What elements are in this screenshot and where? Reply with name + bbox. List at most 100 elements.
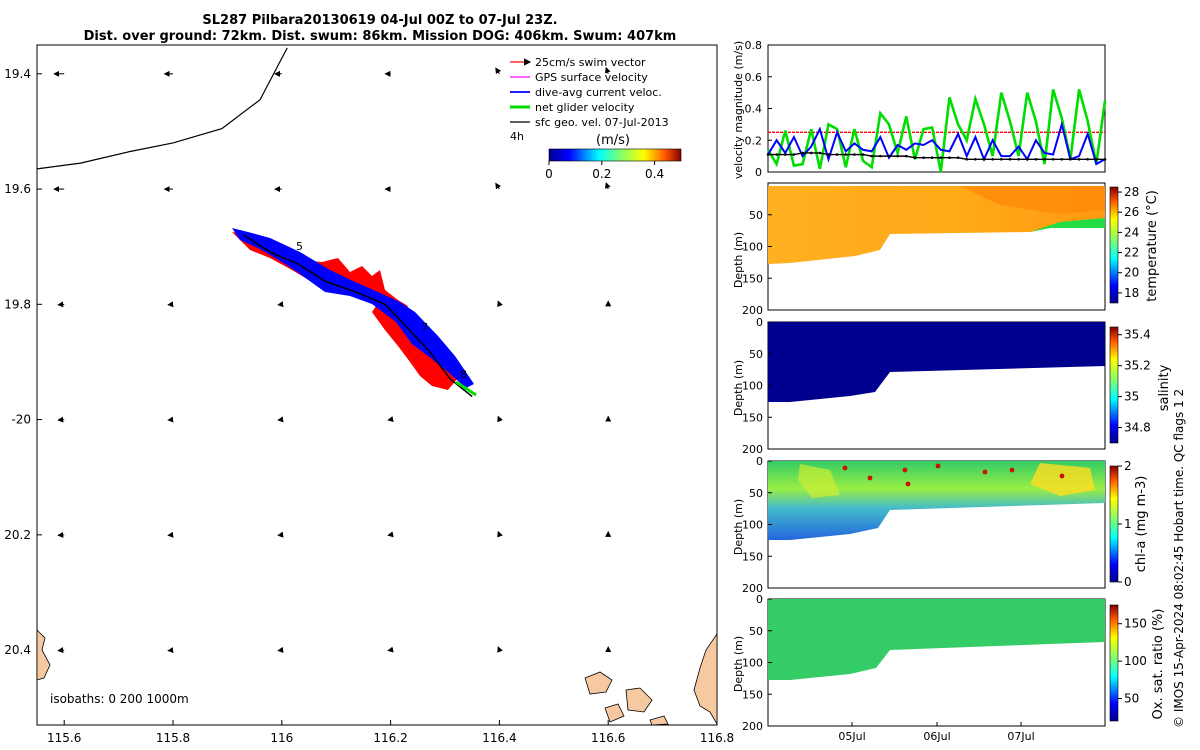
geo-velocity-arrow: [57, 416, 65, 423]
cbar-tick-label: 100: [1124, 654, 1147, 668]
oxygen-cbar-label: Ox. sat. ratio (%): [1151, 609, 1166, 720]
velocity-point: [1025, 158, 1029, 161]
cbar-tick-label: 20: [1124, 266, 1139, 280]
colorbar-tick-label: 0: [545, 167, 553, 181]
map-y-tick-label: 20.4: [4, 643, 31, 657]
cbar-tick-label: 18: [1124, 286, 1139, 300]
velocity-point: [974, 158, 977, 161]
chlorophyll-colorbar-ticks: 2 1 0: [1118, 459, 1132, 589]
velocity-point: [879, 154, 882, 158]
time-tick-label: 06Jul: [923, 730, 950, 743]
time-x-ticks: 05Jul 06Jul 07Jul: [838, 722, 1035, 743]
land-areas: [36, 629, 718, 726]
depth-tick-label: 0: [756, 593, 763, 606]
cbar-tick-label: 0: [1124, 575, 1132, 589]
depth-tick-label: 150: [742, 272, 763, 285]
velocity-point: [775, 153, 778, 156]
depth-tick-label: 200: [742, 582, 763, 595]
geo-velocity-arrow: [497, 646, 503, 653]
velocity-point: [1095, 158, 1098, 161]
velocity-y-tick-label: 0.6: [745, 71, 763, 84]
depth-tick-label: 200: [742, 304, 763, 317]
velocity-point: [887, 154, 891, 158]
cbar-tick-label: 24: [1124, 225, 1139, 239]
temperature-cool-layer: [1030, 218, 1105, 232]
depth-tick-label: 200: [742, 720, 763, 733]
velocity-series-line: [767, 120, 1106, 166]
velocity-point: [1077, 158, 1081, 161]
depth-tick-label: 50: [749, 487, 763, 500]
velocity-point: [783, 153, 787, 156]
geo-velocity-arrow: [57, 531, 65, 538]
velocity-point: [792, 153, 796, 156]
oxygen-ylabel: Depth (m): [732, 636, 745, 692]
velocity-point: [809, 151, 813, 155]
chl-dot: [902, 467, 908, 473]
oxygen-field: [768, 599, 1105, 680]
map-x-tick-label: 116.4: [482, 731, 516, 745]
velocity-point: [939, 156, 943, 160]
figure-title-line2: Dist. over ground: 72km. Dist. swum: 86k…: [83, 29, 677, 44]
temperature-warm-patch: [960, 186, 1105, 214]
colorbar-unit: (m/s): [596, 133, 630, 148]
map-x-tick-label: 116.8: [700, 731, 734, 745]
geo-velocity-arrow: [167, 647, 174, 654]
map-x-ticks: 115.6 115.8 116 116.2 116.4 116.6 116.8: [47, 720, 734, 745]
land-east: [693, 632, 718, 726]
legend-dive: dive-avg current veloc.: [535, 86, 662, 99]
cbar-tick-label: 22: [1124, 246, 1139, 260]
velocity-point: [1043, 158, 1046, 161]
cbar-tick-label: 35: [1124, 390, 1139, 404]
net-track-line: [243, 234, 473, 398]
geo-velocity-arrow: [387, 531, 394, 538]
cbar-tick-label: 1: [1124, 517, 1132, 531]
swim-vector-fill-2: [372, 312, 458, 390]
oxygen-colorbar: [1109, 604, 1119, 722]
velocity-point: [948, 156, 951, 160]
cbar-tick-label: 150: [1124, 617, 1147, 631]
geo-velocity-arrow: [167, 531, 174, 538]
velocity-y-ticks: 0 0.2 0.4 0.6 0.8: [745, 39, 772, 179]
geo-velocity-arrow: [167, 416, 174, 423]
geo-velocity-arrow: [387, 646, 394, 653]
map-x-tick-label: 116: [270, 731, 293, 745]
colorbar-tick-label: 0.4: [645, 167, 664, 181]
chl-dot: [935, 463, 941, 469]
chlorophyll-ylabel: Depth (m): [732, 499, 745, 555]
depth-tick-label: 0: [756, 455, 763, 468]
depth-tick-label: 150: [742, 411, 763, 424]
geo-velocity-arrow: [57, 647, 65, 654]
oxygen-colorbar-ticks: 150 100 50: [1118, 617, 1147, 706]
map-y-tick-label: 19.6: [4, 182, 31, 196]
velocity-point: [801, 151, 804, 155]
cbar-tick-label: 2: [1124, 459, 1132, 473]
land-island-2: [625, 687, 653, 713]
geo-velocity-arrow: [277, 301, 284, 308]
depth-tick-label: 100: [742, 241, 763, 254]
velocity-point: [835, 153, 839, 156]
map-x-tick-label: 115.6: [47, 731, 81, 745]
velocity-y-tick-label: 0.4: [745, 103, 763, 116]
glider-track: [232, 228, 477, 398]
time-tick-label: 07Jul: [1007, 730, 1034, 743]
day-label: 5: [296, 240, 303, 253]
velocity-point: [896, 154, 899, 158]
map-x-tick-label: 116.6: [591, 731, 625, 745]
chlorophyll-high-patch-2: [798, 464, 840, 498]
salinity-colorbar-ticks: 35.4 35.2 35 34.8: [1118, 328, 1151, 435]
map-y-ticks: 19.4 19.6 19.8 -20 20.2 20.4: [4, 67, 42, 657]
depth-tick-label: 200: [742, 443, 763, 456]
velocity-point: [1034, 158, 1038, 161]
map-y-tick-label: 20.2: [4, 528, 31, 542]
velocity-point: [1000, 158, 1003, 161]
salinity-colorbar: [1109, 326, 1119, 444]
velocity-ylabel: velocity magnitude (m/s): [732, 41, 745, 179]
chl-dot: [842, 465, 848, 471]
speed-colorbar: [548, 148, 682, 162]
velocity-point: [844, 153, 848, 156]
velocity-point: [1017, 158, 1020, 161]
cbar-tick-label: 26: [1124, 205, 1139, 219]
depth-tick-label: 150: [742, 688, 763, 701]
credit-text: © IMOS 15-Apr-2024 08:02:45 Hobart time.…: [1172, 388, 1186, 728]
chlorophyll-field: [768, 461, 1105, 540]
